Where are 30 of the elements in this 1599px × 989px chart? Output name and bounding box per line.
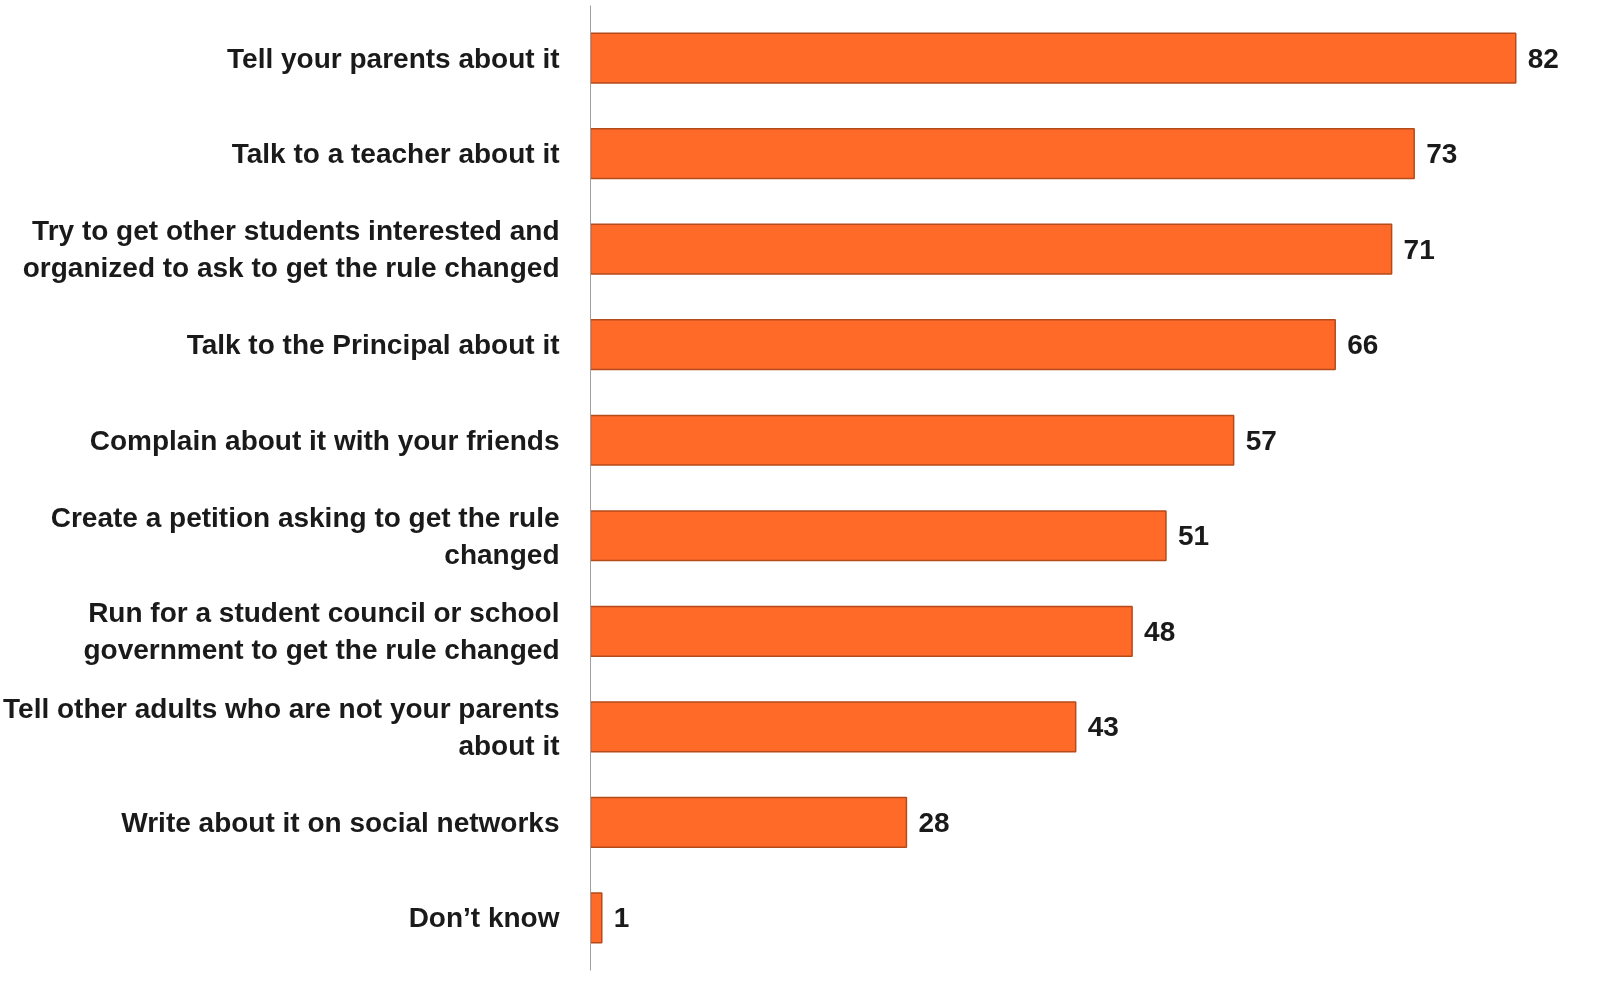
bar [590, 796, 908, 848]
y-tick-label: Run for a student council or school government to get the rule changed [83, 597, 560, 666]
y-tick-label: Create a petition asking to get the rule changed [50, 501, 560, 570]
data-label: 48 [1144, 615, 1176, 647]
data-label: 66 [1347, 329, 1379, 361]
data-label: 82 [1527, 42, 1559, 74]
y-tick-label: Talk to the Principal about it [186, 329, 560, 361]
bar [590, 414, 1235, 466]
bar [590, 223, 1393, 275]
data-label: 43 [1087, 711, 1119, 743]
y-tick-label: Write about it on social networks [121, 806, 560, 838]
bar [590, 892, 603, 944]
data-label: 28 [918, 806, 950, 838]
data-label: 73 [1426, 138, 1458, 170]
data-label: 57 [1245, 424, 1277, 456]
y-tick-label: Talk to a teacher about it [231, 138, 560, 170]
bar [590, 605, 1133, 657]
data-label: 71 [1403, 233, 1435, 265]
y-tick-label: Complain about it with your friends [89, 424, 560, 456]
y-tick-label: Don’t know [408, 902, 560, 934]
y-tick-label: Tell other adults who are not your parents about it [3, 692, 560, 761]
bar [590, 319, 1336, 371]
data-label: 51 [1177, 520, 1210, 552]
y-tick-label: Try to get other students interested and organized to ask to get the rule changed [22, 215, 560, 284]
bar [590, 701, 1077, 753]
y-tick-label: Tell your parents about it [227, 42, 560, 74]
data-label: 1 [613, 902, 630, 934]
bar [590, 32, 1517, 84]
bar [590, 128, 1415, 180]
bar [590, 510, 1167, 562]
